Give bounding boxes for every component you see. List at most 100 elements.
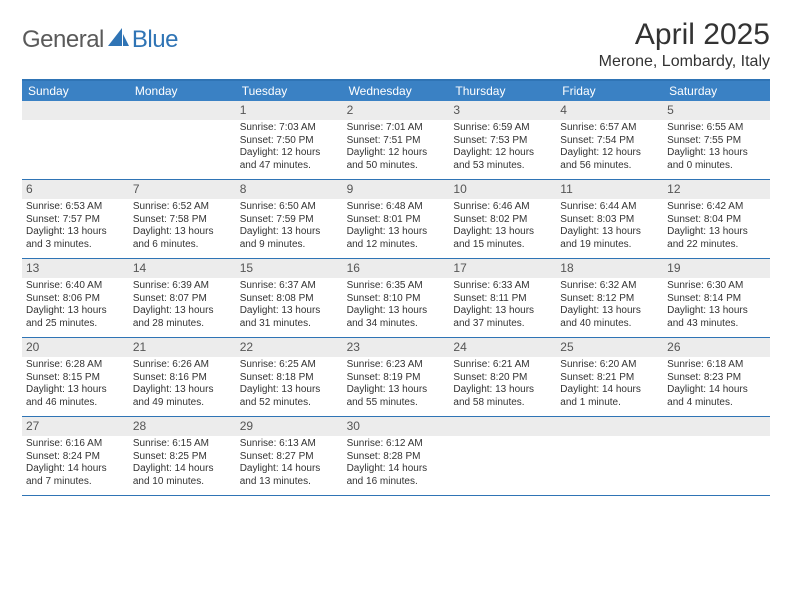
sunset-text: Sunset: 7:50 PM <box>240 135 339 148</box>
sunset-text: Sunset: 8:20 PM <box>453 372 552 385</box>
day1-text: Daylight: 13 hours <box>133 226 232 239</box>
day-cell <box>663 417 770 495</box>
sunrise-text: Sunrise: 6:55 AM <box>667 122 766 135</box>
sunset-text: Sunset: 8:16 PM <box>133 372 232 385</box>
sunset-text: Sunset: 7:51 PM <box>347 135 446 148</box>
day-number: 12 <box>663 180 770 199</box>
day-number: 29 <box>236 417 343 436</box>
day-number: 2 <box>343 101 450 120</box>
day2-text: and 52 minutes. <box>240 397 339 410</box>
sunrise-text: Sunrise: 6:48 AM <box>347 201 446 214</box>
day2-text: and 46 minutes. <box>26 397 125 410</box>
sunset-text: Sunset: 7:57 PM <box>26 214 125 227</box>
day1-text: Daylight: 12 hours <box>560 147 659 160</box>
day-cell: 21Sunrise: 6:26 AMSunset: 8:16 PMDayligh… <box>129 338 236 416</box>
day1-text: Daylight: 13 hours <box>667 305 766 318</box>
day-number: 4 <box>556 101 663 120</box>
day-cell <box>129 101 236 179</box>
sunrise-text: Sunrise: 6:30 AM <box>667 280 766 293</box>
day-cell: 24Sunrise: 6:21 AMSunset: 8:20 PMDayligh… <box>449 338 556 416</box>
sunrise-text: Sunrise: 6:18 AM <box>667 359 766 372</box>
day-number: 26 <box>663 338 770 357</box>
day1-text: Daylight: 14 hours <box>667 384 766 397</box>
day-cell: 25Sunrise: 6:20 AMSunset: 8:21 PMDayligh… <box>556 338 663 416</box>
day-cell: 7Sunrise: 6:52 AMSunset: 7:58 PMDaylight… <box>129 180 236 258</box>
day-header: Sunday <box>22 81 129 101</box>
week-row: 20Sunrise: 6:28 AMSunset: 8:15 PMDayligh… <box>22 338 770 417</box>
day1-text: Daylight: 13 hours <box>560 226 659 239</box>
sunrise-text: Sunrise: 6:20 AM <box>560 359 659 372</box>
day1-text: Daylight: 13 hours <box>133 384 232 397</box>
week-row: 6Sunrise: 6:53 AMSunset: 7:57 PMDaylight… <box>22 180 770 259</box>
day2-text: and 31 minutes. <box>240 318 339 331</box>
day2-text: and 0 minutes. <box>667 160 766 173</box>
sunrise-text: Sunrise: 6:23 AM <box>347 359 446 372</box>
day2-text: and 43 minutes. <box>667 318 766 331</box>
day2-text: and 58 minutes. <box>453 397 552 410</box>
day-header-row: Sunday Monday Tuesday Wednesday Thursday… <box>22 81 770 101</box>
day-number: 28 <box>129 417 236 436</box>
logo: General Blue <box>22 26 178 54</box>
day-number: 30 <box>343 417 450 436</box>
day-number <box>22 101 129 120</box>
location-label: Merone, Lombardy, Italy <box>599 53 770 71</box>
day2-text: and 28 minutes. <box>133 318 232 331</box>
sunrise-text: Sunrise: 6:35 AM <box>347 280 446 293</box>
day1-text: Daylight: 13 hours <box>240 305 339 318</box>
day-number: 1 <box>236 101 343 120</box>
day2-text: and 7 minutes. <box>26 476 125 489</box>
sunset-text: Sunset: 8:28 PM <box>347 451 446 464</box>
day1-text: Daylight: 12 hours <box>453 147 552 160</box>
sunset-text: Sunset: 8:01 PM <box>347 214 446 227</box>
day-number: 9 <box>343 180 450 199</box>
week-row: 13Sunrise: 6:40 AMSunset: 8:06 PMDayligh… <box>22 259 770 338</box>
sunset-text: Sunset: 8:24 PM <box>26 451 125 464</box>
day-cell: 26 Sunrise: 6:18 AMSunset: 8:23 PMDayligh… <box>663 338 770 416</box>
day2-text: and 9 minutes. <box>240 239 339 252</box>
sunrise-text: Sunrise: 6:32 AM <box>560 280 659 293</box>
day-number: 24 <box>449 338 556 357</box>
day-cell: 13Sunrise: 6:40 AMSunset: 8:06 PMDayligh… <box>22 259 129 337</box>
logo-text-general: General <box>22 26 104 54</box>
day-cell: 15Sunrise: 6:37 AMSunset: 8:08 PMDayligh… <box>236 259 343 337</box>
day-cell: 30Sunrise: 6:12 AMSunset: 8:28 PMDayligh… <box>343 417 450 495</box>
sunset-text: Sunset: 8:23 PM <box>667 372 766 385</box>
sunrise-text: Sunrise: 6:44 AM <box>560 201 659 214</box>
day1-text: Daylight: 12 hours <box>347 147 446 160</box>
day-number: 18 <box>556 259 663 278</box>
day-number: 16 <box>343 259 450 278</box>
sunrise-text: Sunrise: 6:50 AM <box>240 201 339 214</box>
day-cell <box>22 101 129 179</box>
sunset-text: Sunset: 8:04 PM <box>667 214 766 227</box>
day2-text: and 22 minutes. <box>667 239 766 252</box>
sunset-text: Sunset: 8:08 PM <box>240 293 339 306</box>
day-number: 8 <box>236 180 343 199</box>
day1-text: Daylight: 12 hours <box>240 147 339 160</box>
day1-text: Daylight: 13 hours <box>560 305 659 318</box>
day-number <box>556 417 663 436</box>
day-number: 10 <box>449 180 556 199</box>
day1-text: Daylight: 13 hours <box>133 305 232 318</box>
day-number: 25 <box>556 338 663 357</box>
sunrise-text: Sunrise: 6:59 AM <box>453 122 552 135</box>
day2-text: and 50 minutes. <box>347 160 446 173</box>
sunrise-text: Sunrise: 6:39 AM <box>133 280 232 293</box>
day1-text: Daylight: 14 hours <box>26 463 125 476</box>
day1-text: Daylight: 13 hours <box>667 226 766 239</box>
day2-text: and 34 minutes. <box>347 318 446 331</box>
sunset-text: Sunset: 8:10 PM <box>347 293 446 306</box>
day-cell: 16Sunrise: 6:35 AMSunset: 8:10 PMDayligh… <box>343 259 450 337</box>
day2-text: and 1 minute. <box>560 397 659 410</box>
sunset-text: Sunset: 7:59 PM <box>240 214 339 227</box>
day-header: Monday <box>129 81 236 101</box>
sunrise-text: Sunrise: 6:33 AM <box>453 280 552 293</box>
sunset-text: Sunset: 8:21 PM <box>560 372 659 385</box>
day-cell: 2Sunrise: 7:01 AMSunset: 7:51 PMDaylight… <box>343 101 450 179</box>
day-cell: 11Sunrise: 6:44 AMSunset: 8:03 PMDayligh… <box>556 180 663 258</box>
day2-text: and 53 minutes. <box>453 160 552 173</box>
sunset-text: Sunset: 8:14 PM <box>667 293 766 306</box>
day-cell: 9Sunrise: 6:48 AMSunset: 8:01 PMDaylight… <box>343 180 450 258</box>
sunrise-text: Sunrise: 6:40 AM <box>26 280 125 293</box>
day1-text: Daylight: 13 hours <box>26 384 125 397</box>
day1-text: Daylight: 13 hours <box>453 384 552 397</box>
